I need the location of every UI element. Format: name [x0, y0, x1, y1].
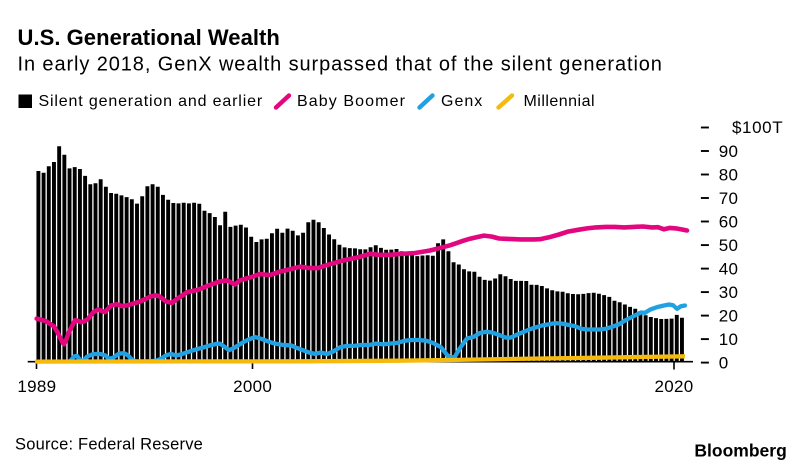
svg-text:60: 60 [719, 212, 739, 231]
svg-text:$100T: $100T [732, 118, 783, 137]
svg-text:90: 90 [719, 142, 739, 161]
svg-text:50: 50 [719, 236, 739, 255]
svg-text:Silent generation and earlier: Silent generation and earlier [39, 93, 264, 110]
svg-text:10: 10 [719, 330, 739, 349]
svg-text:2000: 2000 [233, 377, 272, 396]
svg-text:Millennial: Millennial [524, 93, 596, 110]
svg-text:40: 40 [719, 259, 739, 278]
svg-text:U.S. Generational Wealth: U.S. Generational Wealth [18, 25, 280, 50]
svg-text:Source: Federal Reserve: Source: Federal Reserve [15, 436, 203, 454]
svg-text:Baby Boomer: Baby Boomer [297, 93, 406, 110]
svg-text:Bloomberg: Bloomberg [694, 441, 786, 461]
svg-text:1989: 1989 [17, 377, 56, 396]
svg-text:70: 70 [719, 189, 739, 208]
svg-text:In early 2018, GenX wealth sur: In early 2018, GenX wealth surpassed tha… [18, 54, 663, 76]
svg-text:80: 80 [719, 165, 739, 184]
svg-text:20: 20 [719, 306, 739, 325]
svg-text:2020: 2020 [654, 377, 693, 396]
svg-text:0: 0 [719, 353, 729, 372]
svg-text:Genx: Genx [441, 93, 483, 110]
svg-text:30: 30 [719, 283, 739, 302]
